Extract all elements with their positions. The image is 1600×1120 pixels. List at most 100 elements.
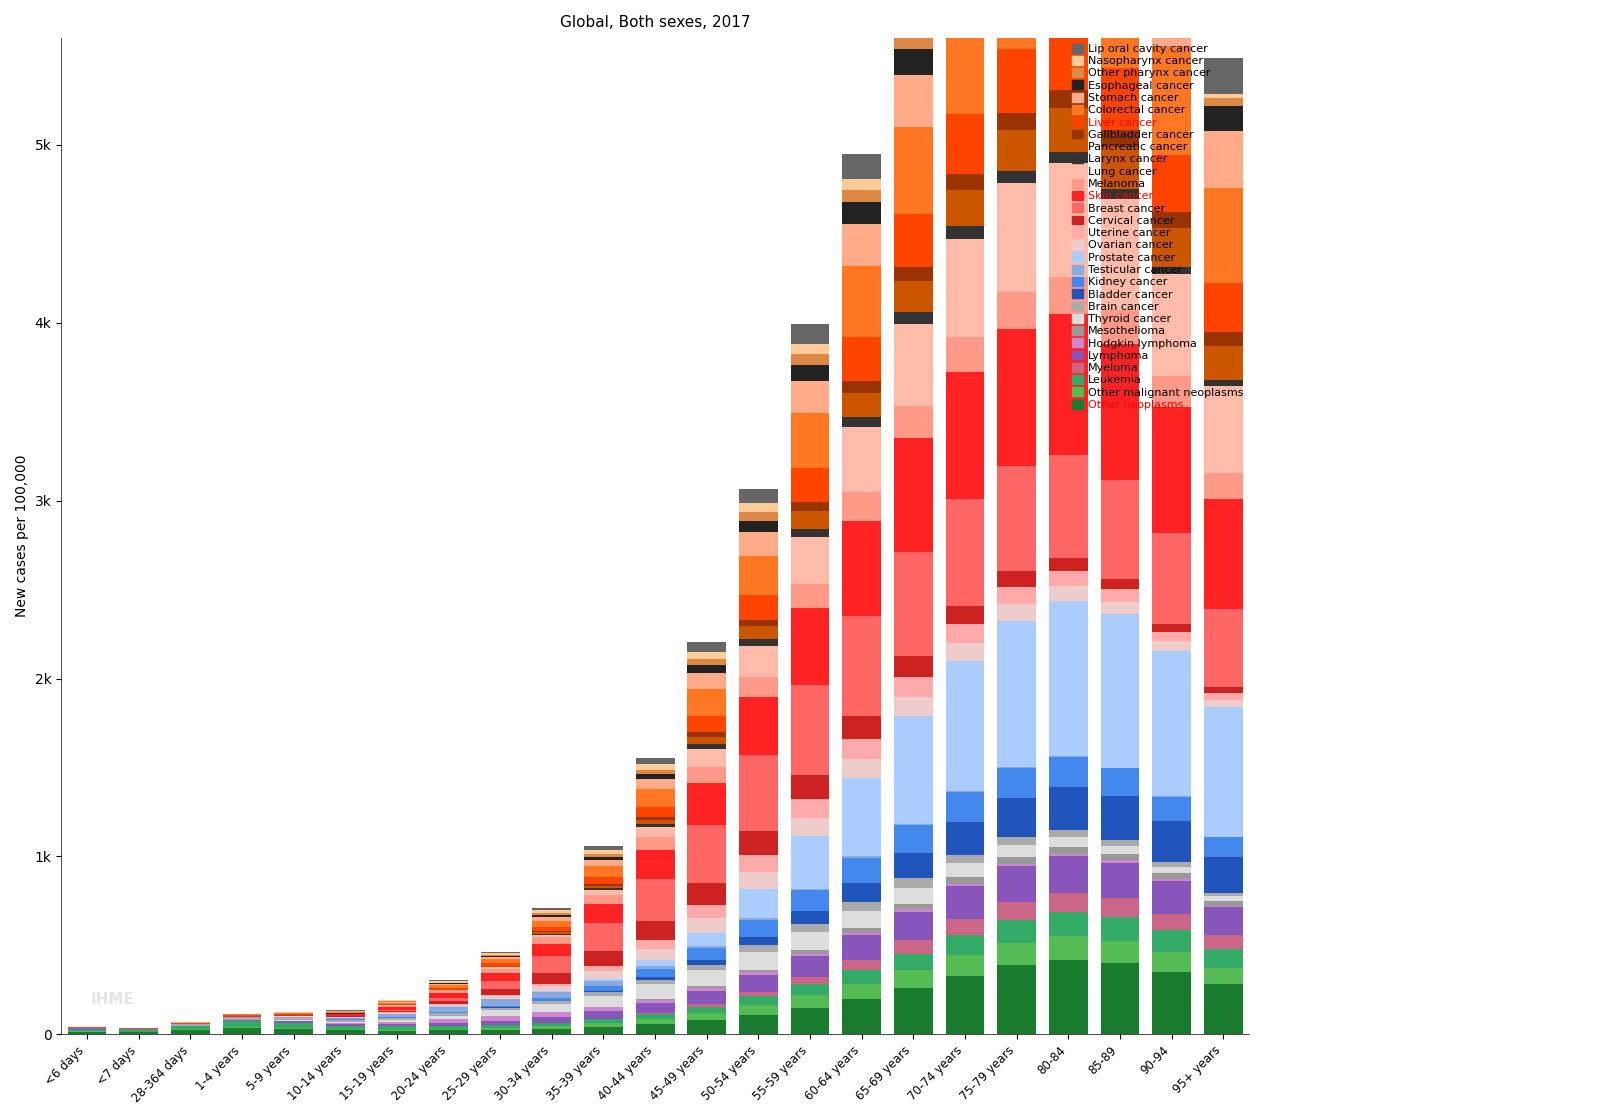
Bar	[842, 337, 882, 381]
Bar	[1101, 579, 1139, 589]
Bar	[946, 337, 984, 372]
Bar	[378, 1012, 416, 1014]
Bar	[842, 392, 882, 417]
Bar	[946, 11, 984, 114]
Bar	[533, 992, 571, 998]
Bar	[894, 407, 933, 438]
Bar	[429, 1019, 467, 1023]
Bar	[1101, 601, 1139, 614]
Bar	[688, 991, 726, 1004]
Bar	[790, 996, 829, 1008]
Bar	[533, 932, 571, 934]
Bar	[378, 1011, 416, 1012]
Bar	[1152, 408, 1190, 533]
Bar	[1203, 687, 1243, 692]
Y-axis label: New cases per 100,000: New cases per 100,000	[14, 455, 29, 617]
Bar	[790, 932, 829, 951]
Bar	[1203, 94, 1243, 99]
Bar	[946, 500, 984, 606]
Bar	[894, 127, 933, 214]
Bar	[1101, 796, 1139, 840]
Bar	[946, 884, 984, 886]
Bar	[894, 970, 933, 988]
Bar	[482, 1020, 520, 1025]
Bar	[946, 114, 984, 174]
Bar	[790, 956, 829, 978]
Bar	[946, 886, 984, 918]
Bar	[429, 1016, 467, 1019]
Bar	[688, 1004, 726, 1007]
Bar	[688, 737, 726, 745]
Bar	[790, 911, 829, 924]
Bar	[1152, 651, 1190, 796]
Bar	[946, 239, 984, 337]
Bar	[533, 943, 571, 956]
Bar	[997, 0, 1035, 49]
Bar	[222, 1018, 261, 1020]
Bar	[635, 1012, 675, 1014]
Bar	[1050, 847, 1088, 853]
Bar	[1203, 896, 1243, 902]
Bar	[842, 935, 882, 960]
Bar	[482, 1025, 520, 1028]
Bar	[1152, 867, 1190, 874]
Bar	[997, 329, 1035, 466]
Bar	[739, 972, 778, 974]
Bar	[378, 1010, 416, 1011]
Bar	[997, 130, 1035, 171]
Bar	[1050, 455, 1088, 558]
Bar	[1152, 972, 1190, 1034]
Bar	[997, 799, 1035, 837]
Bar	[378, 1024, 416, 1026]
Bar	[790, 502, 829, 511]
Bar	[533, 1017, 571, 1023]
Bar	[635, 970, 675, 977]
Bar	[1152, 879, 1190, 881]
Bar	[894, 941, 933, 953]
Bar	[739, 945, 778, 952]
Bar	[790, 837, 829, 888]
Bar	[997, 857, 1035, 864]
Bar	[997, 921, 1035, 943]
Bar	[584, 1027, 622, 1034]
Bar	[274, 1021, 314, 1023]
Bar	[790, 818, 829, 837]
Bar	[790, 799, 829, 818]
Bar	[842, 902, 882, 911]
Bar	[429, 1029, 467, 1030]
Bar	[739, 512, 778, 521]
Bar	[584, 867, 622, 877]
Bar	[1101, 614, 1139, 767]
Bar	[688, 659, 726, 665]
Bar	[688, 783, 726, 825]
Bar	[946, 918, 984, 935]
Bar	[429, 1001, 467, 1005]
Bar	[688, 767, 726, 783]
Bar	[584, 992, 622, 996]
Bar	[1050, 837, 1088, 847]
Bar	[1152, 881, 1190, 914]
Bar	[1050, 26, 1088, 90]
Text: IHME: IHME	[91, 992, 134, 1007]
Bar	[482, 989, 520, 995]
Bar	[1152, 46, 1190, 155]
Bar	[1101, 344, 1139, 480]
Bar	[894, 551, 933, 656]
Bar	[1101, 0, 1139, 68]
Bar	[739, 676, 778, 698]
Bar	[1203, 857, 1243, 893]
Bar	[635, 818, 675, 820]
Bar	[997, 767, 1035, 799]
Bar	[842, 224, 882, 265]
Bar	[482, 969, 520, 973]
Bar	[739, 626, 778, 640]
Bar	[946, 976, 984, 1034]
Bar	[894, 909, 933, 912]
Bar	[635, 806, 675, 818]
Bar	[1152, 821, 1190, 862]
Bar	[378, 1026, 416, 1029]
Bar	[584, 1024, 622, 1027]
Bar	[1101, 860, 1139, 862]
Bar	[378, 1007, 416, 1010]
Bar	[533, 1023, 571, 1026]
